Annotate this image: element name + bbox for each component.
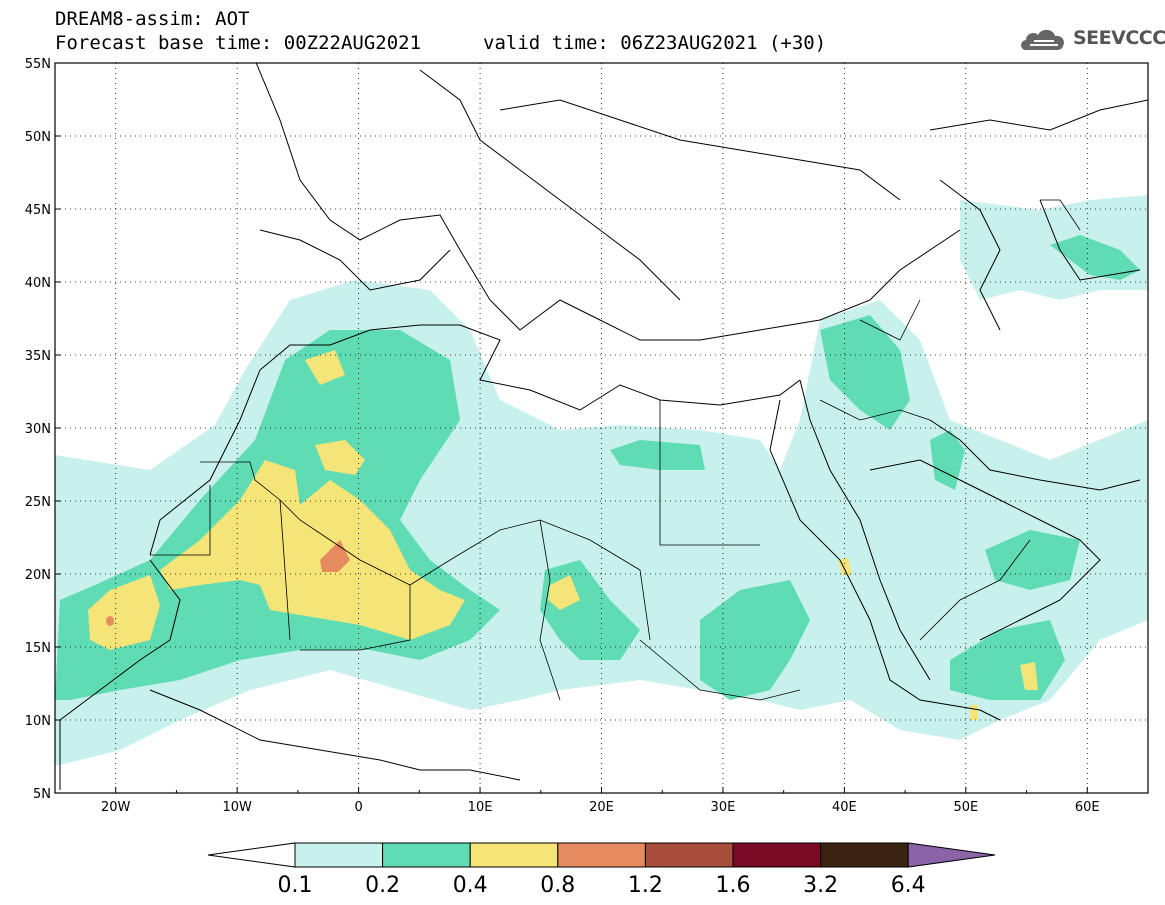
forecast-base-time: Forecast base time: 00Z22AUG2021 <box>55 32 422 54</box>
lat-tick-label: 5N <box>33 787 51 802</box>
lon-tick-label: 10E <box>468 800 493 815</box>
colorbar-level-label: 0.4 <box>453 873 488 898</box>
lat-tick-label: 30N <box>25 422 51 437</box>
colorbar-level-label: 6.4 <box>891 873 926 898</box>
lat-tick-label: 25N <box>25 495 51 510</box>
lon-tick-label: 60E <box>1075 800 1100 815</box>
gridlines <box>55 63 1148 793</box>
lat-tick-label: 45N <box>25 203 51 218</box>
colorbar-segment <box>557 842 646 868</box>
lon-tick-label: 40E <box>832 800 857 815</box>
lat-tick-label: 10N <box>25 714 51 729</box>
colorbar-level-label: 3.2 <box>803 873 838 898</box>
lon-tick-label: 30E <box>711 800 736 815</box>
model-title: DREAM8-assim: AOT <box>55 8 250 30</box>
colorbar-level-label: 0.8 <box>540 873 575 898</box>
lon-tick-label: 0 <box>354 800 362 815</box>
aot-level-0-4 <box>88 350 1038 720</box>
aot-shading <box>55 195 1148 765</box>
lat-tick-label: 40N <box>25 276 51 291</box>
lat-tick-label: 20N <box>25 568 51 583</box>
colorbar-level-label: 0.1 <box>278 873 313 898</box>
colorbar-segment <box>644 842 734 868</box>
colorbar-segment <box>732 842 822 868</box>
longitude-axis: 20W 10W 0 10E 20E 30E 40E 50E 60E <box>54 787 1149 815</box>
coastlines <box>59 63 1148 790</box>
colorbar-level-label: 1.6 <box>716 873 751 898</box>
lon-tick-label: 10W <box>222 800 252 815</box>
colorbar-high-arrow <box>907 842 996 868</box>
country-borders <box>150 199 1081 701</box>
lat-tick-label: 55N <box>25 57 51 72</box>
lon-tick-label: 20W <box>101 800 131 815</box>
valid-time: valid time: 06Z23AUG2021 (+30) <box>483 32 827 54</box>
colorbar-segment <box>820 842 909 868</box>
colorbar-level-label: 0.2 <box>365 873 400 898</box>
colorbar-segment <box>294 842 384 868</box>
lat-tick-label: 15N <box>25 641 51 656</box>
colorbar-low-arrow <box>207 842 296 868</box>
lat-tick-label: 50N <box>25 130 51 145</box>
colorbar-level-label: 1.2 <box>628 873 663 898</box>
latitude-axis: 55N 50N 45N 40N 35N 30N 25N 20N 15N 10N 5N <box>25 57 61 802</box>
colorbar-segment <box>469 842 559 868</box>
logo-text: SEEVCCC <box>1073 27 1165 49</box>
lon-tick-label: 50E <box>953 800 978 815</box>
seevccc-logo: SEEVCCC <box>1018 24 1165 56</box>
colorbar: 0.1 0.2 0.4 0.8 1.2 1.6 3.2 6.4 <box>207 842 996 898</box>
lat-tick-label: 35N <box>25 349 51 364</box>
cloud-logo-icon <box>1021 29 1065 50</box>
colorbar-segment <box>382 842 471 868</box>
lon-tick-label: 20E <box>589 800 614 815</box>
